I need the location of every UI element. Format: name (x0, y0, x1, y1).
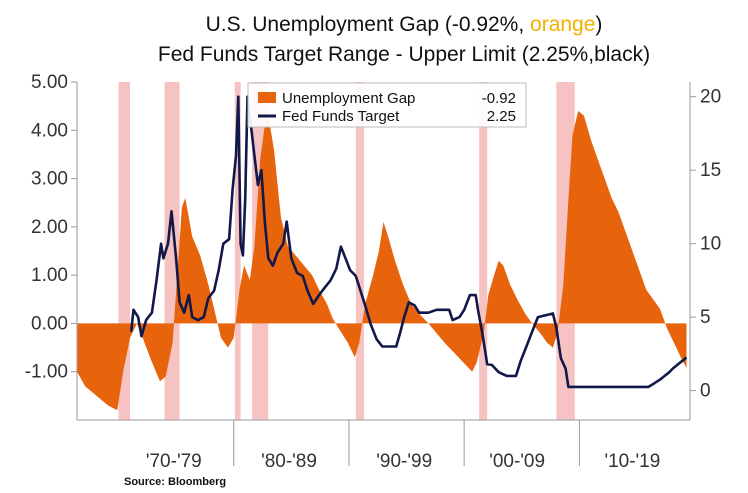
legend-value-fed: 2.25 (487, 108, 516, 125)
title-line-2: Fed Funds Target Range - Upper Limit (2.… (157, 43, 651, 66)
decade-label: '00-'09 (489, 451, 545, 472)
left-tick-label: 0.00 (31, 313, 68, 334)
decade-label: '90-'99 (376, 451, 432, 472)
fed-funds-line-layer (129, 95, 688, 389)
recession-band-5 (355, 82, 364, 420)
left-tick-label: 1.00 (31, 265, 68, 286)
right-tick-label: 5 (700, 307, 711, 328)
decade-label: '70-'79 (146, 451, 202, 472)
right-tick-label: 0 (700, 381, 711, 402)
fed-funds-line (129, 95, 688, 389)
legend-label-gap: Unemployment Gap (282, 90, 415, 107)
recession-band-6 (479, 82, 488, 420)
left-tick-label: -1.00 (25, 362, 68, 383)
recession-band-1 (118, 82, 131, 420)
recession-band-3 (234, 82, 241, 420)
chart-axes: 5.00 4.00 3.00 2.00 1.00 0.00 -1.00 20 15 10 5 0 '70… (25, 72, 721, 472)
decade-label: '80-'89 (261, 451, 317, 472)
right-tick-label: 15 (700, 160, 721, 181)
title-line-1-suffix: ) (595, 13, 603, 36)
right-tick-label: 10 (700, 234, 721, 255)
source-note: Source: Bloomberg (124, 476, 227, 488)
chart-title: U.S. Unemployment Gap (-0.92%, orange) F… (30, 10, 748, 70)
title-line-1: U.S. Unemployment Gap (-0.92%, orange) (30, 10, 748, 40)
legend-value-gap: -0.92 (482, 90, 516, 107)
chart-legend: Unemployment Gap -0.92 Fed Funds Target 2.2… (247, 82, 527, 128)
left-tick-label: 5.00 (31, 72, 68, 93)
legend-swatch-gap (258, 92, 276, 103)
decade-label: '10-'19 (604, 451, 660, 472)
title-line-1-prefix: U.S. Unemployment Gap (-0.92%, (205, 13, 531, 36)
left-tick-label: 4.00 (31, 120, 68, 141)
left-tick-label: 2.00 (31, 217, 68, 238)
legend-label-fed: Fed Funds Target (282, 108, 400, 125)
right-tick-label: 20 (700, 87, 721, 108)
unemployment-gap-area-path (77, 111, 687, 411)
unemployment-gap-area (77, 111, 687, 411)
title-highlight-word: orange (530, 13, 596, 36)
legend-box (247, 82, 527, 128)
left-tick-label: 3.00 (31, 169, 68, 190)
